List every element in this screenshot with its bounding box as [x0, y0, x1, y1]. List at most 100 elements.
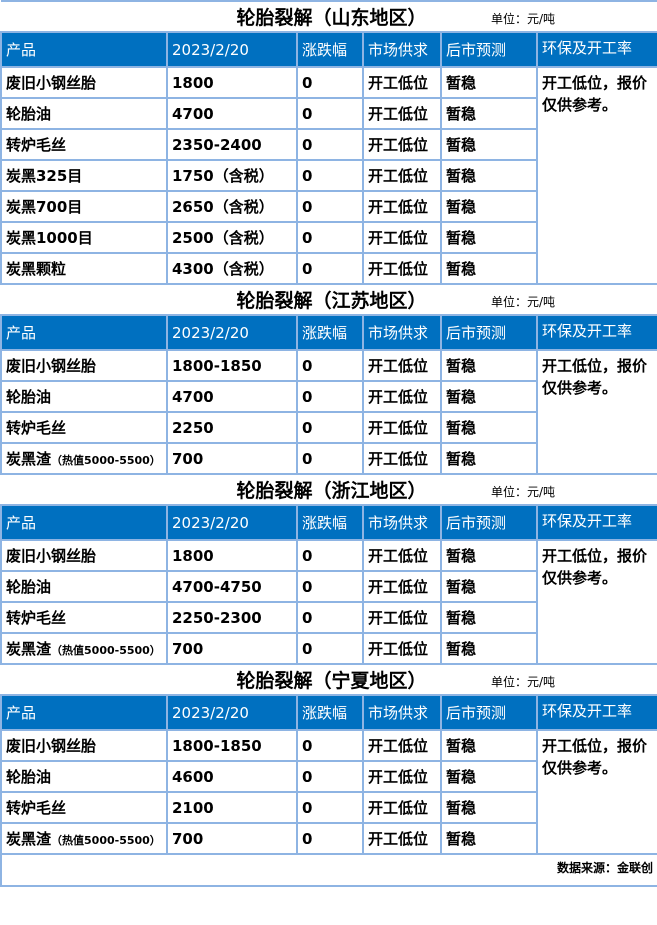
product-cell: 炭黑颗粒: [0, 252, 168, 285]
table-row: 炭黑325目 1750（含税） 0 开工低位 暂稳: [0, 159, 657, 192]
supply-cell: 开工低位: [362, 822, 442, 855]
column-header: 环保及开工率: [535, 31, 657, 68]
column-header: 市场供求: [362, 31, 442, 68]
column-header: 市场供求: [362, 314, 442, 351]
change-cell: 0: [296, 252, 364, 285]
column-header: 2023/2/20: [166, 694, 298, 731]
price-cell: 2650（含税）: [166, 190, 298, 223]
product-cell: 转炉毛丝: [0, 411, 168, 444]
column-header: 环保及开工率: [535, 504, 657, 541]
section-title-row: 轮胎裂解（山东地区） 单位：元/吨: [1, 0, 657, 33]
table-row: 炭黑700目 2650（含税） 0 开工低位 暂稳: [0, 190, 657, 223]
product-cell: 转炉毛丝: [0, 791, 168, 824]
price-cell: 4300（含税）: [166, 252, 298, 285]
data-source: 数据来源：金联创: [0, 853, 657, 887]
footer-row: 数据来源：金联创: [0, 853, 657, 887]
price-cell: 4700-4750: [166, 570, 298, 603]
section-title-row: 轮胎裂解（浙江地区） 单位：元/吨: [1, 473, 657, 506]
section-title: 轮胎裂解（宁夏地区） 单位：元/吨: [1, 663, 657, 696]
table-row: 炭黑渣（热值5000-5500） 700 0 开工低位 暂稳: [0, 442, 657, 475]
change-cell: 0: [296, 822, 364, 855]
forecast-cell: 暂稳: [440, 791, 538, 824]
section-title-text: 轮胎裂解（江苏地区）: [236, 290, 427, 312]
table-row: 转炉毛丝 2100 0 开工低位 暂稳: [0, 791, 657, 824]
column-header: 环保及开工率: [535, 314, 657, 351]
table-row: 转炉毛丝 2250 0 开工低位 暂稳: [0, 411, 657, 444]
supply-cell: 开工低位: [362, 190, 442, 223]
product-cell: 废旧小钢丝胎: [0, 66, 168, 99]
section-title-text: 轮胎裂解（宁夏地区）: [236, 670, 427, 692]
supply-cell: 开工低位: [362, 442, 442, 475]
forecast-cell: 暂稳: [440, 252, 538, 285]
table-row: 轮胎油 4600 0 开工低位 暂稳: [0, 760, 657, 793]
table-row: 废旧小钢丝胎 1800-1850 0 开工低位 暂稳 开工低位，报价仅供参考。: [0, 729, 657, 855]
product-cell: 废旧小钢丝胎: [0, 349, 168, 382]
supply-cell: 开工低位: [362, 601, 442, 634]
supply-cell: 开工低位: [362, 66, 442, 99]
forecast-cell: 暂稳: [440, 128, 538, 161]
product-cell: 废旧小钢丝胎: [0, 539, 168, 572]
product-cell: 炭黑渣（热值5000-5500）: [0, 632, 168, 665]
product-name: 炭黑渣: [6, 830, 52, 848]
price-cell: 1800-1850: [166, 349, 298, 382]
price-cell: 4600: [166, 760, 298, 793]
supply-cell: 开工低位: [362, 632, 442, 665]
note-cell: 开工低位，报价仅供参考。: [535, 66, 657, 285]
supply-cell: 开工低位: [362, 539, 442, 572]
product-cell: 炭黑700目: [0, 190, 168, 223]
section-title-text: 轮胎裂解（山东地区）: [236, 7, 427, 29]
column-header: 涨跌幅: [296, 694, 364, 731]
price-cell: 4700: [166, 97, 298, 130]
price-table: 轮胎裂解（山东地区） 单位：元/吨 产品 2023/2/20 涨跌幅 市场供求 后市预测 环保…: [0, 0, 657, 887]
forecast-cell: 暂稳: [440, 380, 538, 413]
table-row: 转炉毛丝 2350-2400 0 开工低位 暂稳: [0, 128, 657, 161]
table-row: 转炉毛丝 2250-2300 0 开工低位 暂稳: [0, 601, 657, 634]
table-row: 废旧小钢丝胎 1800 0 开工低位 暂稳 开工低位，报价仅供参考。: [0, 539, 657, 665]
table-row: 炭黑1000目 2500（含税） 0 开工低位 暂稳: [0, 221, 657, 254]
supply-cell: 开工低位: [362, 380, 442, 413]
product-spec: （热值5000-5500）: [51, 454, 161, 467]
column-header: 市场供求: [362, 504, 442, 541]
price-cell: 1800: [166, 539, 298, 572]
price-cell: 1800: [166, 66, 298, 99]
forecast-cell: 暂稳: [440, 632, 538, 665]
column-header: 2023/2/20: [166, 31, 298, 68]
forecast-cell: 暂稳: [440, 190, 538, 223]
change-cell: 0: [296, 760, 364, 793]
price-cell: 700: [166, 442, 298, 475]
forecast-cell: 暂稳: [440, 411, 538, 444]
product-cell: 炭黑渣（热值5000-5500）: [0, 442, 168, 475]
change-cell: 0: [296, 791, 364, 824]
section-title: 轮胎裂解（江苏地区） 单位：元/吨: [1, 283, 657, 316]
section-title-row: 轮胎裂解（江苏地区） 单位：元/吨: [1, 283, 657, 316]
column-header: 2023/2/20: [166, 314, 298, 351]
product-name: 炭黑渣: [6, 640, 52, 658]
column-header: 产品: [0, 694, 168, 731]
table-row: 炭黑颗粒 4300（含税） 0 开工低位 暂稳: [0, 252, 657, 285]
table-row: 废旧小钢丝胎 1800-1850 0 开工低位 暂稳 开工低位，报价仅供参考。: [0, 349, 657, 475]
change-cell: 0: [296, 380, 364, 413]
table-row: 废旧小钢丝胎 1800 0 开工低位 暂稳 开工低位，报价仅供参考。: [0, 66, 657, 285]
price-cell: 700: [166, 822, 298, 855]
unit-label: 单位：元/吨: [491, 295, 556, 309]
header-row: 产品 2023/2/20 涨跌幅 市场供求 后市预测 环保及开工率: [0, 504, 657, 541]
header-row: 产品 2023/2/20 涨跌幅 市场供求 后市预测 环保及开工率: [0, 31, 657, 68]
note-cell: 开工低位，报价仅供参考。: [535, 729, 657, 855]
change-cell: 0: [296, 97, 364, 130]
supply-cell: 开工低位: [362, 97, 442, 130]
product-spec: （热值5000-5500）: [51, 644, 161, 657]
change-cell: 0: [296, 66, 364, 99]
forecast-cell: 暂稳: [440, 539, 538, 572]
product-spec: （热值5000-5500）: [51, 834, 161, 847]
change-cell: 0: [296, 632, 364, 665]
column-header: 后市预测: [440, 694, 538, 731]
product-name: 炭黑渣: [6, 450, 52, 468]
section-title: 轮胎裂解（浙江地区） 单位：元/吨: [1, 473, 657, 506]
column-header: 产品: [0, 314, 168, 351]
forecast-cell: 暂稳: [440, 66, 538, 99]
change-cell: 0: [296, 442, 364, 475]
supply-cell: 开工低位: [362, 349, 442, 382]
forecast-cell: 暂稳: [440, 442, 538, 475]
column-header: 涨跌幅: [296, 31, 364, 68]
column-header: 产品: [0, 31, 168, 68]
